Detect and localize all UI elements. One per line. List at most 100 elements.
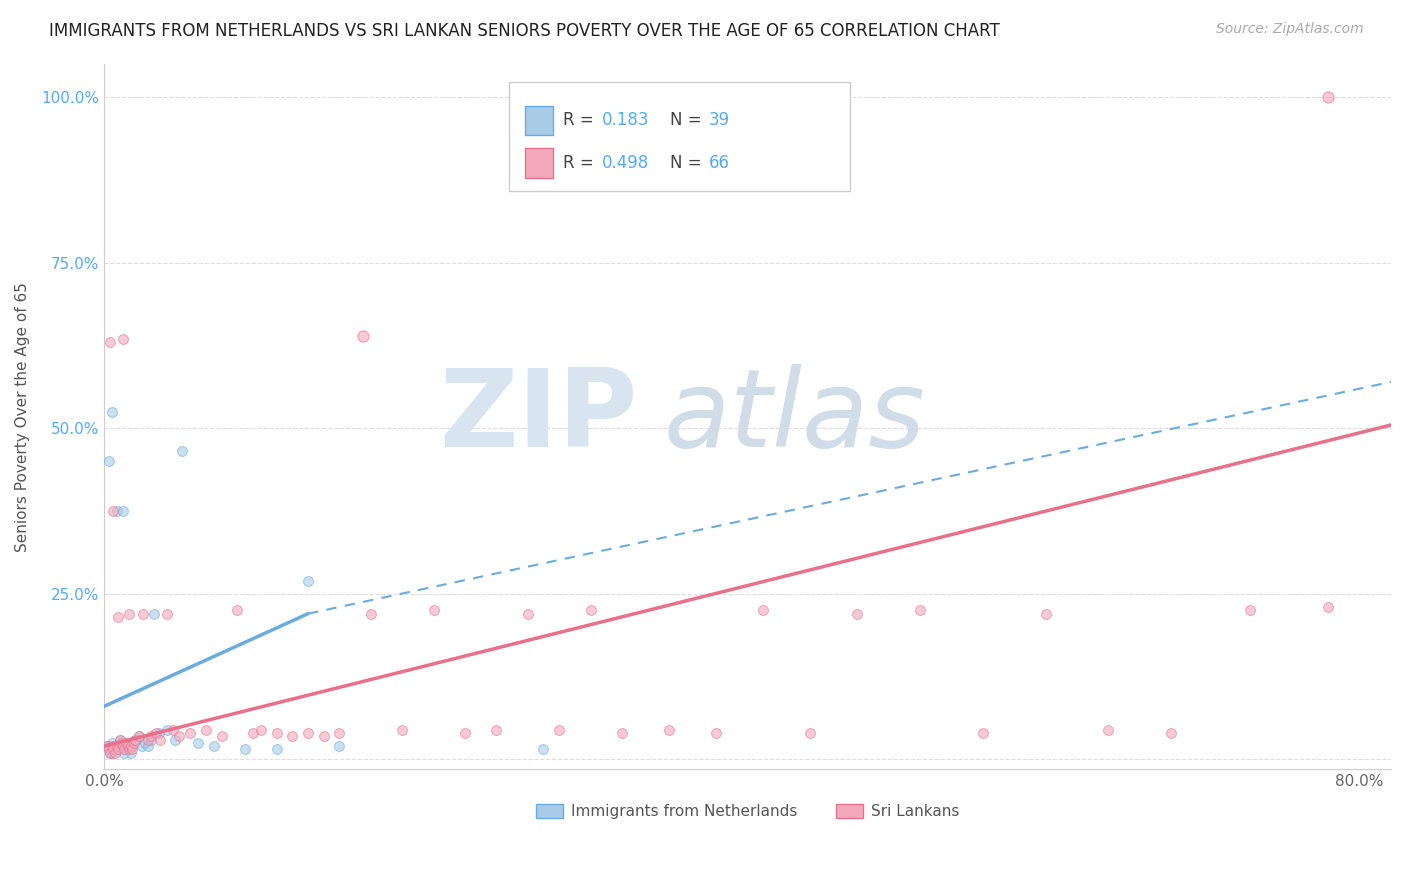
Point — [96, 739, 118, 753]
Point — [118, 742, 141, 756]
Point — [118, 607, 141, 621]
Point — [149, 732, 172, 747]
Point — [120, 739, 142, 753]
Point — [112, 742, 135, 756]
Point — [103, 742, 125, 756]
Point — [516, 607, 538, 621]
Point — [98, 746, 121, 760]
Point — [136, 739, 159, 753]
Point — [195, 723, 218, 737]
Point — [233, 742, 256, 756]
Point — [107, 742, 129, 756]
Point — [101, 405, 124, 419]
Point — [211, 729, 233, 743]
Text: 66: 66 — [709, 153, 730, 172]
Point — [101, 736, 124, 750]
Point — [297, 574, 319, 588]
Point — [156, 607, 179, 621]
Text: 0.183: 0.183 — [602, 112, 650, 129]
Point — [111, 739, 134, 753]
Point — [579, 603, 602, 617]
Point — [107, 742, 129, 756]
Point — [360, 607, 382, 621]
Point — [105, 504, 128, 518]
Point — [108, 732, 131, 747]
Point — [120, 746, 142, 760]
Point — [172, 444, 194, 458]
Point — [266, 726, 288, 740]
Point — [105, 739, 128, 753]
Point — [704, 726, 727, 740]
Text: Source: ZipAtlas.com: Source: ZipAtlas.com — [1216, 22, 1364, 37]
Point — [169, 729, 191, 743]
Point — [145, 726, 167, 740]
Point — [122, 736, 145, 750]
Point — [124, 732, 146, 747]
Point — [846, 607, 869, 621]
Point — [454, 726, 477, 740]
Point — [1317, 600, 1340, 615]
Point — [115, 739, 138, 753]
Y-axis label: Seniors Poverty Over the Age of 65: Seniors Poverty Over the Age of 65 — [15, 282, 30, 551]
Point — [281, 729, 304, 743]
Point — [105, 739, 128, 753]
Point — [148, 726, 170, 740]
Text: N =: N = — [671, 153, 707, 172]
Point — [111, 332, 134, 346]
Text: 39: 39 — [709, 112, 730, 129]
Text: R =: R = — [564, 112, 599, 129]
Point — [98, 335, 121, 350]
Point — [132, 607, 155, 621]
Point — [156, 723, 179, 737]
Text: IMMIGRANTS FROM NETHERLANDS VS SRI LANKAN SENIORS POVERTY OVER THE AGE OF 65 COR: IMMIGRANTS FROM NETHERLANDS VS SRI LANKA… — [49, 22, 1000, 40]
Point — [118, 742, 141, 756]
Point — [96, 739, 118, 753]
Point — [1160, 726, 1182, 740]
Point — [134, 736, 156, 750]
Point — [108, 732, 131, 747]
Text: N =: N = — [671, 112, 707, 129]
Point — [139, 732, 162, 747]
Point — [312, 729, 335, 743]
Text: ZIP: ZIP — [440, 364, 638, 470]
Point — [131, 739, 153, 753]
Point — [128, 729, 150, 743]
Point — [391, 723, 413, 737]
Text: atlas: atlas — [664, 364, 925, 469]
Point — [103, 746, 125, 760]
Point — [110, 739, 132, 753]
Point — [112, 746, 135, 760]
Point — [297, 726, 319, 740]
Point — [1239, 603, 1261, 617]
Point — [485, 723, 508, 737]
Point — [163, 732, 186, 747]
Point — [162, 723, 184, 737]
Point — [1317, 90, 1340, 104]
Point — [548, 723, 571, 737]
Point — [115, 736, 138, 750]
Bar — [524, 105, 553, 136]
Point — [121, 739, 143, 753]
Point — [242, 726, 264, 740]
Point — [103, 504, 125, 518]
Point — [97, 454, 120, 468]
Point — [97, 742, 120, 756]
Point — [97, 742, 120, 756]
Point — [111, 504, 134, 518]
Point — [328, 739, 350, 753]
Point — [128, 729, 150, 743]
Point — [124, 732, 146, 747]
Bar — [509, 82, 851, 191]
Legend: Immigrants from Netherlands, Sri Lankans: Immigrants from Netherlands, Sri Lankans — [530, 797, 965, 825]
Point — [117, 736, 139, 750]
Bar — [524, 148, 553, 178]
Point — [610, 726, 633, 740]
Point — [226, 603, 249, 617]
Point — [533, 742, 555, 756]
Point — [352, 328, 374, 343]
Point — [143, 607, 166, 621]
Point — [110, 736, 132, 750]
Point — [139, 729, 162, 743]
Point — [752, 603, 775, 617]
Point — [117, 739, 139, 753]
